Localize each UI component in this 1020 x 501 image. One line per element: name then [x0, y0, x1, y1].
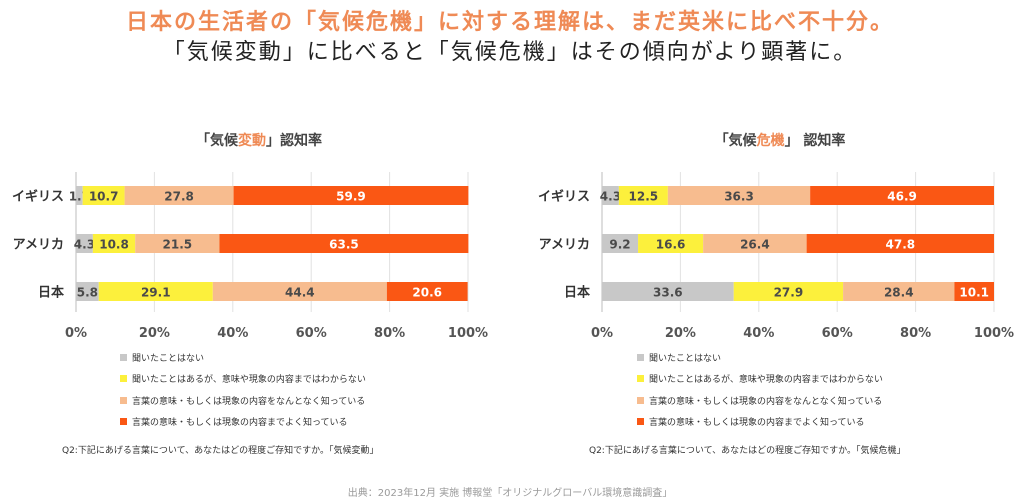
data-label: 10.8 [99, 238, 129, 252]
data-label: 29.1 [141, 286, 171, 300]
legend-swatch-heard-not-meaning [637, 375, 644, 382]
x-tick-label: 100% [974, 326, 1014, 341]
bar-segment-heard-not-meaning [733, 282, 844, 301]
chart-title: 「気候危機」 認知率 [715, 132, 846, 149]
bar-segment-know-well [806, 234, 994, 253]
legend-label: 聞いたことはあるが、意味や現象の内容まではわからない [132, 373, 366, 385]
bar-segment-heard-not-meaning [638, 234, 704, 253]
chart-title: 「気候変動」認知率 [196, 132, 322, 149]
legend-swatch-never-heard [637, 354, 644, 361]
chart-title-accent: 危機 [756, 132, 785, 149]
data-label: 63.5 [329, 238, 359, 252]
data-label: 12.5 [629, 190, 659, 204]
bar-segment-know-well [954, 282, 994, 301]
legend-label: 言葉の意味・もしくは現象の内容をなんとなく知っている [132, 395, 365, 407]
data-label: 27.9 [774, 286, 804, 300]
x-tick-label: 20% [139, 326, 170, 341]
legend-swatch-vaguely-know [637, 397, 644, 404]
x-tick-label: 0% [591, 326, 613, 341]
x-tick-label: 40% [743, 326, 774, 341]
legend-label: 聞いたことはない [649, 353, 721, 364]
data-label: 10.7 [89, 190, 119, 204]
bar-segment-heard-not-meaning [92, 234, 136, 253]
x-tick-label: 20% [665, 326, 696, 341]
legend-swatch-never-heard [120, 354, 127, 361]
data-label: 16.6 [656, 238, 686, 252]
x-tick-label: 80% [900, 326, 931, 341]
bar-segment-heard-not-meaning [618, 186, 668, 205]
data-label: 26.4 [740, 238, 770, 252]
bar-segment-heard-not-meaning [82, 186, 125, 205]
data-label: 33.6 [653, 286, 683, 300]
legend-swatch-know-well [120, 418, 127, 425]
headline-sub: 「気候変動」に比べると「気候危機」はその傾向がより顕著に。 [162, 40, 858, 65]
legend-label: 聞いたことはあるが、意味や現象の内容まではわからない [649, 373, 883, 385]
legend-swatch-vaguely-know [120, 397, 127, 404]
data-label: 46.9 [887, 190, 917, 204]
bar-segment-heard-not-meaning [98, 282, 213, 301]
question-note: Q2:下記にあげる言葉について、あなたはどの程度ご存知ですか。「気候変動」 [62, 444, 378, 456]
chart-climate-crisis-awareness: 「気候危機」 認知率 0% 20% 40% 60% 80% 100% イギリス 4.3 12.5 3… [538, 132, 1014, 456]
chart-title-prefix: 「気候 [196, 132, 239, 149]
data-label: 4.3 [74, 238, 95, 252]
bar-segment-know-well [219, 234, 469, 253]
legend-label: 言葉の意味・もしくは現象の内容をなんとなく知っている [649, 395, 882, 407]
category-label: イギリス [538, 189, 590, 205]
data-label: 20.6 [412, 286, 442, 300]
bar-segment-never-heard [76, 186, 83, 205]
data-label: 44.4 [285, 286, 315, 300]
data-label: 9.2 [609, 238, 630, 252]
bar-segment-never-heard [76, 234, 93, 253]
bar-segment-vaguely-know [667, 186, 811, 205]
category-label: アメリカ [539, 238, 590, 253]
legend-label: 言葉の意味・もしくは現象の内容までよく知っている [132, 416, 348, 428]
legend-swatch-know-well [637, 418, 644, 425]
chart-title-suffix: 」 認知率 [785, 132, 846, 149]
chart-title-accent: 変動 [238, 132, 266, 149]
legend-swatch-heard-not-meaning [120, 375, 127, 382]
bar-segment-never-heard [602, 282, 734, 301]
data-label: 10.1 [959, 286, 989, 300]
bar-segment-know-well [233, 186, 469, 205]
data-label: 4.3 [600, 190, 621, 204]
category-label: イギリス [12, 189, 64, 205]
chart-title-suffix: 」認知率 [266, 132, 322, 149]
chart-title-prefix: 「気候 [715, 132, 758, 149]
x-tick-label: 0% [65, 326, 87, 341]
legend-label: 言葉の意味・もしくは現象の内容までよく知っている [649, 416, 865, 428]
x-tick-label: 80% [374, 326, 405, 341]
data-label: 27.8 [164, 190, 194, 204]
bar-segment-never-heard [602, 186, 619, 205]
x-tick-label: 40% [217, 326, 248, 341]
bar-segment-know-well [386, 282, 468, 301]
bar-segment-vaguely-know [703, 234, 807, 253]
x-tick-label: 100% [448, 326, 488, 341]
x-tick-label: 60% [822, 326, 853, 341]
bar-segment-vaguely-know [135, 234, 220, 253]
source-footnote: 出典：2023年12月 実施 博報堂「オリジナルグローバル環境意識調査」 [347, 488, 673, 499]
data-label: 36.3 [724, 190, 754, 204]
bar-segment-know-well [810, 186, 994, 205]
bar-segment-never-heard [602, 234, 639, 253]
legend-label: 聞いたことはない [132, 353, 204, 364]
bar-segment-vaguely-know [124, 186, 234, 205]
data-label: 5.8 [77, 286, 98, 300]
data-label: 21.5 [163, 238, 193, 252]
bar-segment-vaguely-know [212, 282, 387, 301]
data-label: 28.4 [884, 286, 914, 300]
headline-main: 日本の生活者の「気候危機」に対する理解は、まだ英米に比べ不十分。 [125, 10, 894, 35]
bar-segment-never-heard [76, 282, 99, 301]
question-note: Q2:下記にあげる言葉について、あなたはどの程度ご存知ですか。「気候危機」 [589, 444, 905, 456]
data-label: 47.8 [886, 238, 916, 252]
category-label: 日本 [564, 285, 590, 301]
bar-segment-vaguely-know [843, 282, 955, 301]
data-label: 59.9 [336, 190, 366, 204]
x-tick-label: 60% [296, 326, 327, 341]
category-label: アメリカ [13, 238, 64, 253]
category-label: 日本 [38, 285, 64, 301]
